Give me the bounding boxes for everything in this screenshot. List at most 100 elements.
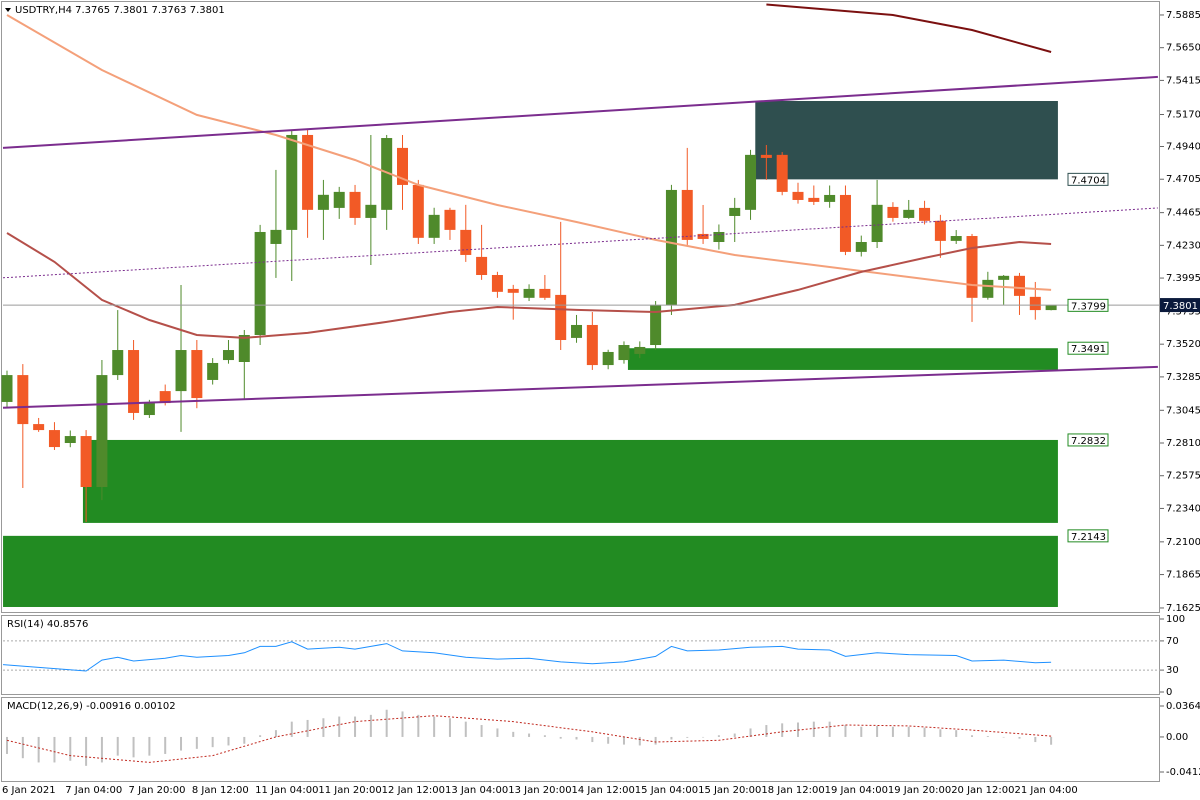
y-tick-label: 7.3520 bbox=[1166, 339, 1200, 350]
histogram-bar bbox=[496, 728, 499, 737]
histogram-bar bbox=[338, 716, 341, 737]
candle-body bbox=[143, 403, 155, 416]
x-tick-label: 7 Jan 20:00 bbox=[129, 785, 186, 796]
candle-body bbox=[365, 204, 377, 218]
y-tick-label: 7.1625 bbox=[1166, 603, 1200, 614]
histogram-bar bbox=[1050, 736, 1053, 745]
candle-body bbox=[96, 375, 108, 487]
histogram-bar bbox=[6, 736, 8, 754]
candle-body bbox=[1013, 275, 1025, 296]
x-tick-label: 7 Jan 04:00 bbox=[65, 785, 122, 796]
histogram-bar bbox=[274, 730, 277, 737]
zone-label: 7.3491 bbox=[1071, 344, 1106, 355]
line bbox=[2, 365, 1158, 409]
x-tick-label: 21 Jan 04:00 bbox=[1014, 785, 1077, 796]
candle-body bbox=[317, 194, 329, 210]
candle-body bbox=[586, 324, 598, 366]
line bbox=[6, 232, 1052, 339]
low-value: 7.3763 bbox=[152, 5, 187, 16]
candle-body bbox=[634, 346, 646, 354]
candle-body bbox=[64, 436, 76, 444]
y-tick-label: 7.3285 bbox=[1166, 372, 1200, 383]
line bbox=[766, 3, 1052, 53]
zone bbox=[755, 100, 1058, 180]
y-tick-label: 7.4705 bbox=[1166, 174, 1200, 185]
histogram-bar bbox=[116, 736, 119, 756]
x-tick-label: 18 Jan 12:00 bbox=[761, 785, 824, 796]
histogram-bar bbox=[812, 721, 815, 737]
line bbox=[2, 641, 1052, 672]
histogram-bar bbox=[860, 726, 863, 737]
y-tick-label: 0.03641 bbox=[1166, 701, 1200, 712]
histogram-bar bbox=[69, 736, 72, 761]
histogram-bar bbox=[354, 716, 357, 737]
candle-body bbox=[824, 194, 836, 202]
candle-body bbox=[286, 134, 298, 230]
histogram-bar bbox=[132, 736, 135, 758]
candle-body bbox=[855, 242, 867, 252]
candle-body bbox=[333, 191, 345, 208]
chart-header: USDTRY,H4 7.3765 7.3801 7.3763 7.3801 bbox=[15, 5, 225, 16]
x-tick-label: 13 Jan 04:00 bbox=[445, 785, 508, 796]
histogram-bar bbox=[765, 725, 768, 737]
candle-body bbox=[713, 231, 725, 243]
histogram-bar bbox=[543, 735, 546, 737]
candle-body bbox=[1029, 296, 1041, 311]
candle-body bbox=[555, 294, 567, 341]
zone-label: 7.4704 bbox=[1071, 175, 1106, 186]
histogram-bar bbox=[686, 736, 689, 738]
zone-label: 7.2143 bbox=[1071, 532, 1106, 543]
y-tick-label: 100 bbox=[1166, 614, 1185, 625]
y-tick-label: 7.3045 bbox=[1166, 405, 1200, 416]
y-tick-label: 7.4940 bbox=[1166, 142, 1200, 153]
candle-body bbox=[618, 345, 630, 361]
histogram-bar bbox=[1034, 736, 1037, 743]
candle-body bbox=[112, 350, 124, 376]
candle-body bbox=[776, 154, 788, 192]
histogram-bar bbox=[986, 736, 989, 737]
price-box bbox=[1160, 298, 1200, 313]
signal-value: 0.00102 bbox=[134, 701, 175, 712]
x-tick-label: 11 Jan 04:00 bbox=[255, 785, 318, 796]
histogram-bar bbox=[401, 711, 404, 737]
marker-box bbox=[1067, 298, 1109, 312]
plot-layer: 7.5885 7.5650 7.5415 7.5170 7.4940 7.4705 7.44… bbox=[1, 3, 1200, 796]
x-tick-label: 6 Jan 2021 bbox=[2, 785, 56, 796]
histogram-bar bbox=[306, 719, 309, 737]
y-tick-label: 7.3995 bbox=[1166, 273, 1200, 284]
histogram-bar bbox=[654, 736, 657, 745]
candle-body bbox=[887, 206, 899, 218]
y-tick-label: 7.1865 bbox=[1166, 570, 1200, 581]
histogram-bar bbox=[1002, 736, 1005, 738]
candle-body bbox=[665, 189, 677, 306]
candle-body bbox=[729, 207, 741, 216]
candle-body bbox=[128, 350, 140, 413]
candle-body bbox=[476, 256, 488, 275]
histogram-bar bbox=[781, 723, 784, 737]
x-tick-label: 11 Jan 20:00 bbox=[318, 785, 381, 796]
x-tick-label: 15 Jan 04:00 bbox=[635, 785, 698, 796]
y-tick-label: 7.4230 bbox=[1166, 240, 1200, 251]
high-value: 7.3801 bbox=[113, 5, 148, 16]
zone-label-box bbox=[1067, 341, 1109, 355]
candle-body bbox=[966, 236, 978, 298]
candle-body bbox=[760, 154, 772, 158]
y-tick-label: -0.04124 bbox=[1166, 767, 1200, 778]
candle-body bbox=[792, 191, 804, 200]
histogram-bar bbox=[433, 716, 436, 737]
histogram-bar bbox=[480, 725, 483, 737]
x-tick-label: 20 Jan 12:00 bbox=[951, 785, 1014, 796]
candle-body bbox=[1, 375, 13, 402]
histogram-bar bbox=[749, 728, 752, 737]
histogram-bar bbox=[528, 733, 531, 737]
candle-body bbox=[839, 194, 851, 252]
rsi-title: RSI(14) 40.8576 bbox=[7, 619, 88, 630]
y-tick-label: 7.2575 bbox=[1166, 471, 1200, 482]
histogram-bar bbox=[717, 735, 720, 737]
symbol: USDTRY,H4 bbox=[15, 5, 72, 16]
zone-label-box bbox=[1067, 529, 1109, 543]
histogram-bar bbox=[243, 736, 246, 744]
candle-body bbox=[460, 229, 472, 255]
histogram-bar bbox=[464, 721, 467, 737]
